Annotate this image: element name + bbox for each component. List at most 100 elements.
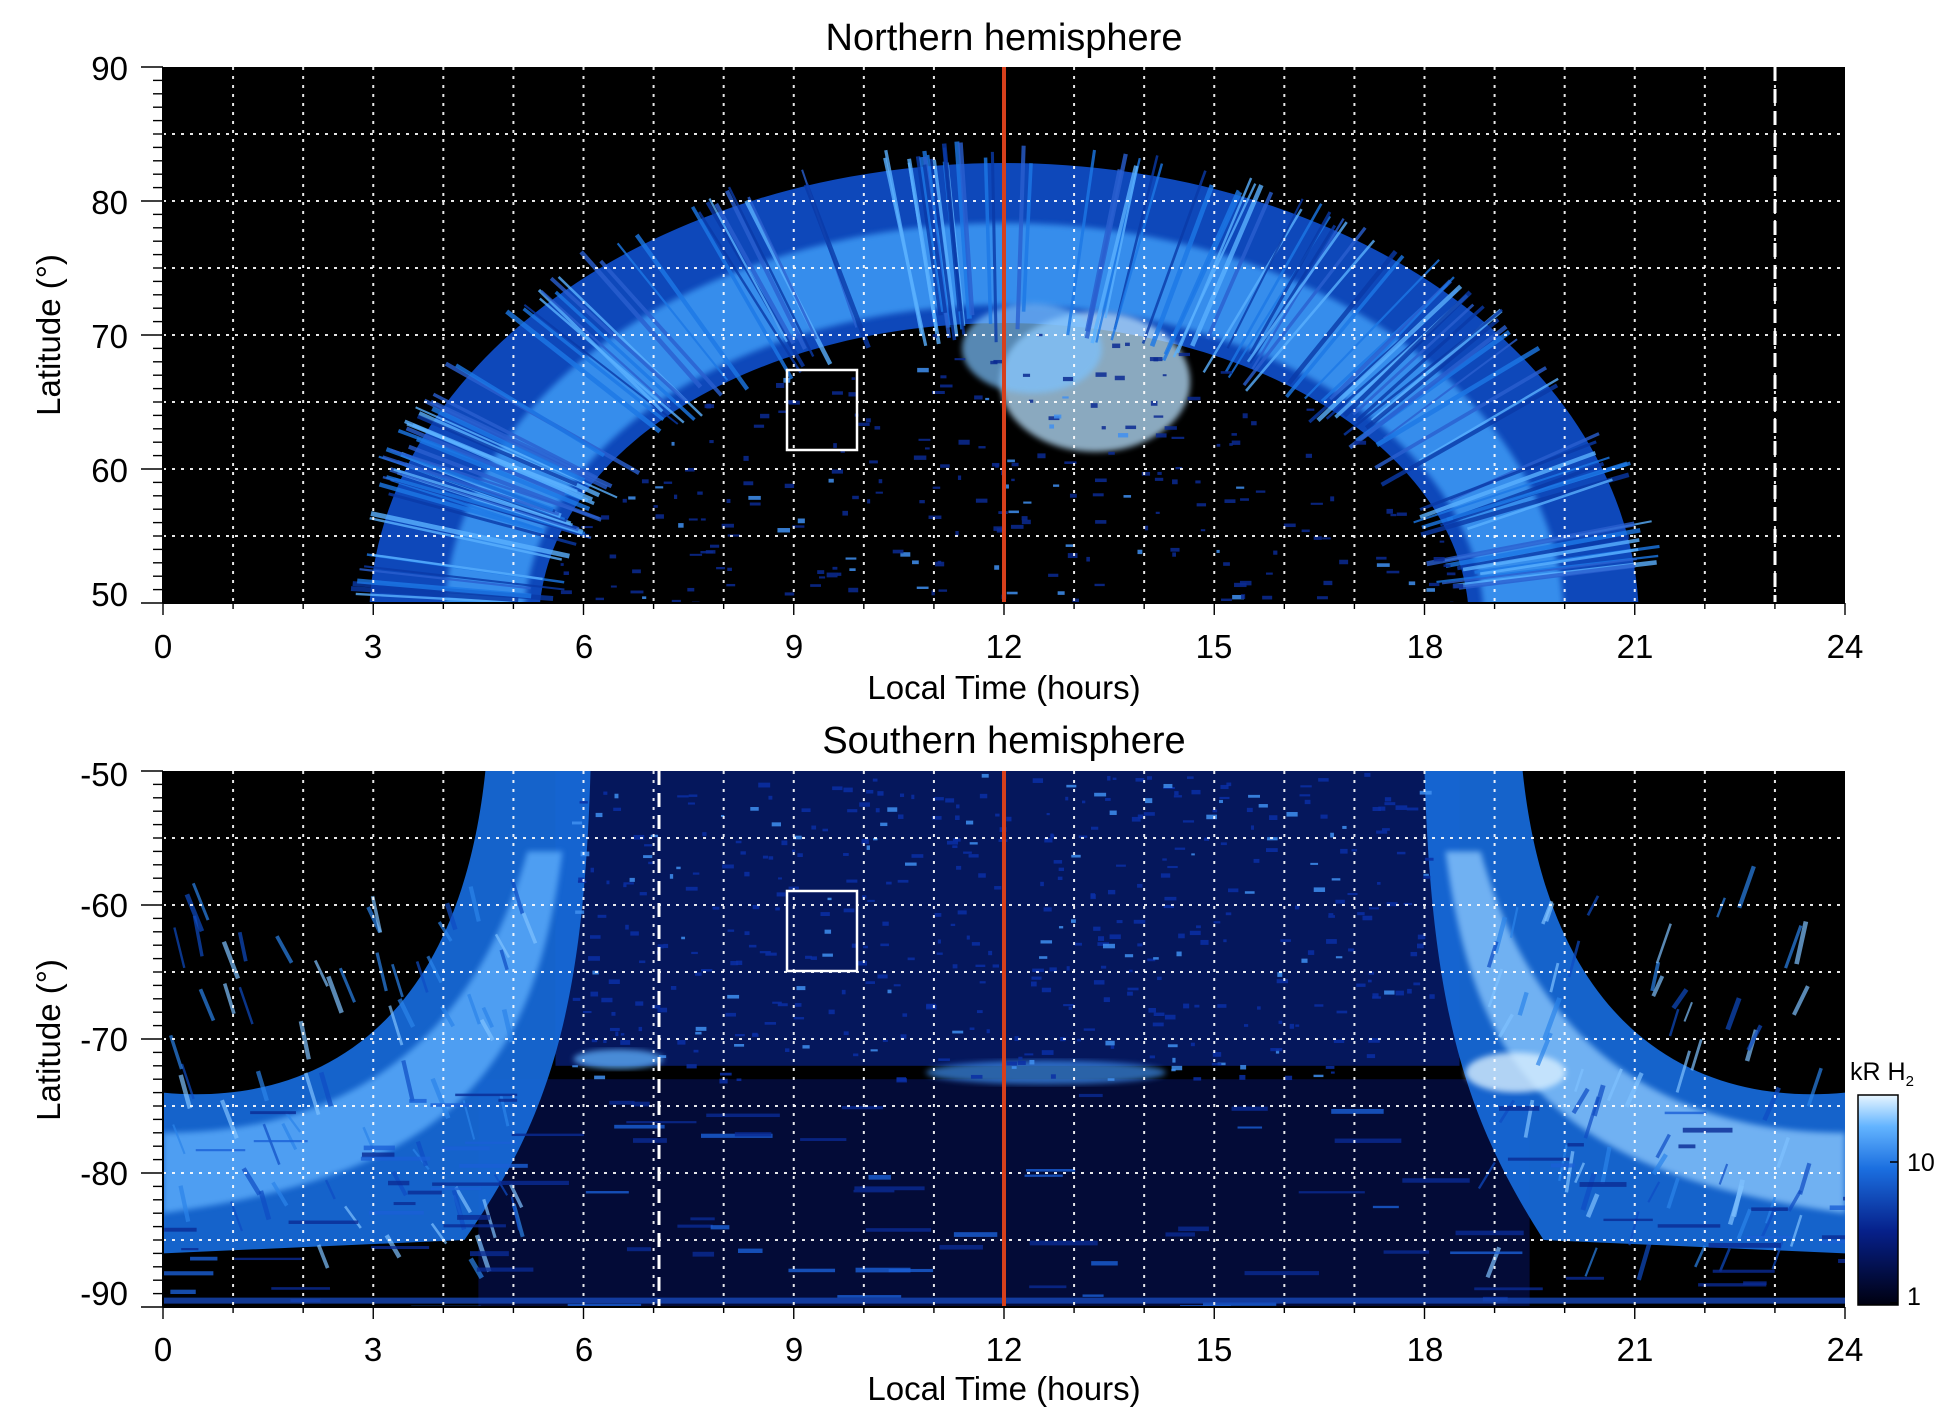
south-diffuse-speckle	[1060, 1036, 1066, 1042]
north-cap-speckle	[940, 375, 947, 379]
south-diffuse-speckle	[776, 892, 786, 897]
south-diffuse-speckle	[1153, 957, 1159, 960]
north-cap-speckle	[1171, 436, 1185, 439]
north-cap-speckle	[937, 560, 942, 564]
south-polar-streak	[499, 1180, 569, 1186]
north-cap-speckle	[913, 455, 927, 460]
north-cap-speckle	[1195, 480, 1201, 484]
south-diffuse-speckle	[853, 1053, 859, 1057]
south-diffuse-speckle	[904, 862, 917, 866]
south-diffuse-speckle	[1304, 799, 1311, 805]
south-diffuse-speckle	[606, 880, 610, 885]
south-diffuse-speckle	[902, 1013, 908, 1017]
north-y-axis-label: Latitude (°)	[30, 254, 67, 416]
south-wing-streak	[397, 998, 416, 1028]
south-wing-streak	[222, 983, 236, 1015]
south-wing-streak	[303, 1072, 321, 1116]
north-x-tick-18: 18	[1407, 628, 1444, 665]
colorbar-label-text: kR H	[1850, 1058, 1906, 1086]
south-diffuse-speckle	[620, 1033, 625, 1036]
north-cap-speckle	[1223, 562, 1230, 566]
south-diffuse-speckle	[887, 989, 892, 994]
south-diffuse-speckle	[911, 794, 915, 800]
south-wing-streak	[1725, 997, 1742, 1031]
north-oval-streak	[390, 478, 543, 532]
north-oval-streak	[690, 205, 794, 380]
south-wing-streak	[510, 879, 525, 915]
south-polar-streak	[631, 1101, 650, 1107]
south-diffuse-speckle	[1220, 784, 1229, 790]
south-wing-streak	[467, 993, 481, 1025]
south-diffuse-speckle	[629, 877, 635, 882]
south-diffuse-speckle	[603, 791, 608, 795]
south-diffuse-speckle	[1116, 920, 1123, 924]
south-diffuse-speckle	[1058, 867, 1065, 872]
south-x-axis-label: Local Time (hours)	[867, 1370, 1140, 1407]
south-diffuse-speckle	[1258, 804, 1268, 808]
south-diffuse-speckle	[979, 793, 988, 799]
north-cap-speckle	[1157, 471, 1162, 475]
south-wing-streak	[454, 1186, 472, 1214]
south-diffuse-speckle	[1039, 956, 1048, 959]
south-diffuse-speckle	[1046, 812, 1050, 816]
north-oval-streak	[371, 553, 543, 581]
north-auroral-emission	[350, 141, 1660, 603]
south-diffuse-speckle	[1368, 971, 1375, 975]
north-cap-speckle	[918, 438, 931, 441]
north-oval-streak	[1015, 145, 1026, 330]
south-diffuse-speckle	[907, 957, 915, 961]
south-wing-streak	[499, 949, 509, 971]
south-polar-streak	[1751, 1207, 1788, 1211]
south-title: Southern hemisphere	[822, 720, 1185, 762]
south-polar-streak	[1708, 1242, 1781, 1248]
north-cap-speckle	[1236, 486, 1245, 489]
north-cap-speckle	[726, 583, 736, 587]
south-diffuse-speckle	[1278, 1020, 1283, 1024]
north-cap-speckle	[912, 560, 919, 565]
north-cap-speckle	[655, 486, 664, 489]
north-cap-speckle	[1114, 375, 1125, 381]
south-diffuse-speckle	[1127, 991, 1133, 996]
south-diffuse-speckle	[1137, 814, 1144, 819]
south-diffuse-speckle	[1325, 1065, 1335, 1069]
south-diffuse-speckle	[945, 798, 955, 803]
south-diffuse-speckle	[843, 1031, 849, 1036]
south-diffuse-speckle	[866, 845, 870, 850]
north-cap-speckle	[671, 599, 681, 603]
south-wing-streak	[1574, 1162, 1586, 1184]
south-diffuse-speckle	[1006, 1061, 1018, 1066]
south-diffuse-speckle	[824, 929, 832, 934]
north-cap-speckle	[778, 410, 788, 413]
colorbar-tick-1: 1	[1907, 1283, 1921, 1311]
south-diffuse-speckle	[1173, 795, 1182, 798]
south-wing-streak	[1477, 1161, 1496, 1190]
south-wing-streak	[1784, 925, 1803, 969]
north-cap-speckle	[689, 553, 703, 556]
north-cap-speckle	[817, 570, 825, 574]
south-diffuse-speckle	[952, 1030, 964, 1034]
south-diffuse-speckle	[855, 961, 868, 966]
south-diffuse-speckle	[897, 879, 909, 883]
north-cap-speckle	[858, 422, 870, 426]
north-cap-speckle	[1178, 352, 1191, 357]
south-diffuse-speckle	[1143, 812, 1155, 816]
south-diffuse-speckle	[1167, 1044, 1178, 1048]
south-polar-streak	[1820, 1240, 1845, 1244]
south-diffuse-speckle	[1250, 825, 1254, 830]
south-polar-streak	[854, 1186, 925, 1191]
north-oval-streak	[990, 151, 998, 343]
south-diffuse-speckle	[1204, 837, 1210, 841]
south-diffuse-speckle	[1186, 776, 1194, 779]
south-polar-streak	[1664, 1111, 1707, 1115]
south-polar-streak	[1244, 1271, 1319, 1276]
north-cap-speckle	[1137, 549, 1143, 555]
south-diffuse-speckle	[635, 1001, 644, 1006]
south-diffuse-speckle	[896, 1078, 907, 1083]
north-cap-speckle	[1006, 591, 1018, 595]
south-diffuse-speckle	[1135, 778, 1145, 782]
south-polar-streak	[1024, 1174, 1063, 1177]
south-diffuse-speckle	[893, 984, 901, 987]
south-diffuse-speckle	[957, 910, 967, 915]
south-wing-streak	[481, 1006, 494, 1029]
north-cap-speckle	[727, 534, 740, 537]
